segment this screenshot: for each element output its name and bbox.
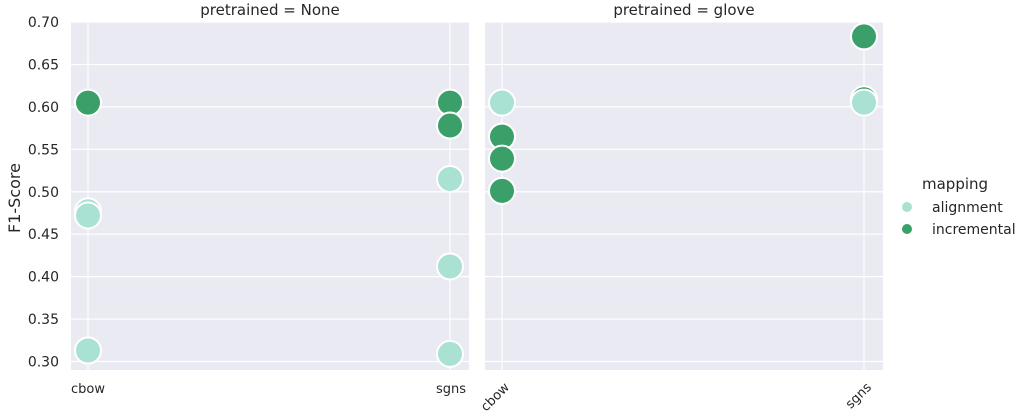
y-tick-label: 0.30 [28, 355, 59, 371]
panel-2: pretrained = glove cbow sgns [478, 1, 883, 415]
data-point-alignment [436, 165, 464, 194]
legend-label-alignment: alignment [932, 200, 1003, 216]
legend-marker-alignment [902, 202, 912, 212]
data-point-alignment [436, 252, 464, 281]
plot-background [485, 22, 883, 370]
y-axis-label: F1-Score [5, 163, 24, 233]
data-point-alignment [74, 336, 102, 365]
x-tick-label: cbow [71, 382, 105, 397]
y-tick-label: 0.65 [28, 57, 59, 73]
plot-background [71, 22, 469, 370]
legend: mapping alignment incremental [902, 175, 1016, 238]
y-tick-label: 0.70 [28, 15, 59, 31]
panel-title: pretrained = glove [613, 1, 754, 19]
data-point-incremental [436, 111, 464, 140]
panel-1: pretrained = None 0.30 0.35 0.40 0.45 0.50 0.5… [28, 1, 469, 397]
panel-title: pretrained = None [200, 1, 340, 19]
y-tick-label: 0.50 [28, 185, 59, 201]
data-point-alignment [74, 201, 102, 230]
y-tick-label: 0.40 [28, 270, 59, 286]
data-point-incremental [74, 88, 102, 117]
data-point-alignment [850, 88, 878, 117]
y-tick-label: 0.60 [28, 100, 59, 116]
data-point-alignment [436, 339, 464, 368]
data-point-incremental [488, 144, 516, 173]
x-tick-label: sgns [843, 380, 875, 412]
data-point-incremental [850, 22, 878, 51]
legend-marker-incremental [902, 224, 912, 234]
legend-title: mapping [922, 175, 988, 193]
x-tick-label: sgns [436, 382, 466, 397]
x-tick-label: cbow [478, 380, 513, 415]
y-tick-label: 0.45 [28, 227, 59, 243]
data-point-incremental [488, 176, 516, 205]
y-tick-label: 0.35 [28, 312, 59, 328]
legend-label-incremental: incremental [932, 222, 1016, 238]
y-tick-label: 0.55 [28, 142, 59, 158]
data-point-alignment [488, 88, 516, 117]
